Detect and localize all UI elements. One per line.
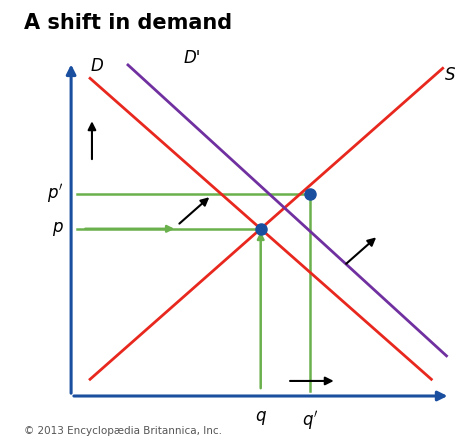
Text: A shift in demand: A shift in demand bbox=[24, 13, 232, 33]
Text: D': D' bbox=[184, 48, 201, 66]
Text: $p'$: $p'$ bbox=[47, 182, 64, 205]
Text: © 2013 Encyclopædia Britannica, Inc.: © 2013 Encyclopædia Britannica, Inc. bbox=[24, 425, 222, 436]
Text: $q$: $q$ bbox=[255, 409, 267, 427]
Text: D: D bbox=[90, 57, 103, 75]
Text: $p$: $p$ bbox=[52, 220, 64, 238]
Text: $q'$: $q'$ bbox=[302, 409, 318, 433]
Text: S: S bbox=[445, 66, 455, 84]
